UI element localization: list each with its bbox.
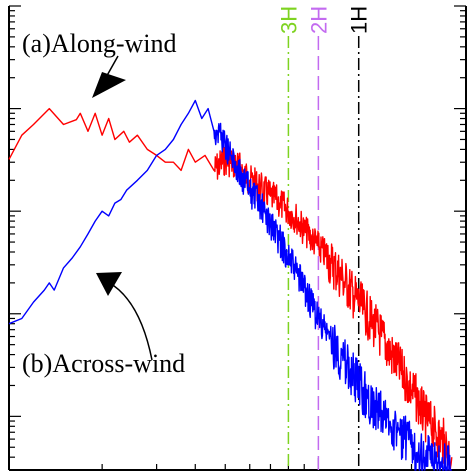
series-line-2 (8, 99, 453, 471)
annotation-along-wind: (a)Along-wind (22, 29, 177, 58)
vline-label-3h: 3H (276, 6, 301, 34)
arrow-along-head (92, 72, 126, 98)
plot-frame (8, 6, 467, 471)
annotation-across-wind: (b)Across-wind (22, 349, 185, 378)
data-series (8, 99, 453, 471)
annotation-arrows (92, 55, 153, 361)
arrow-across-head (96, 272, 122, 296)
vline-label-2h: 2H (306, 6, 331, 34)
arrow-across-shaft (107, 281, 153, 361)
axis-ticks (8, 5, 467, 471)
reference-lines: 3H 2H 1H (276, 6, 372, 470)
vline-label-1h: 1H (347, 6, 372, 34)
series-line-1 (8, 107, 453, 471)
